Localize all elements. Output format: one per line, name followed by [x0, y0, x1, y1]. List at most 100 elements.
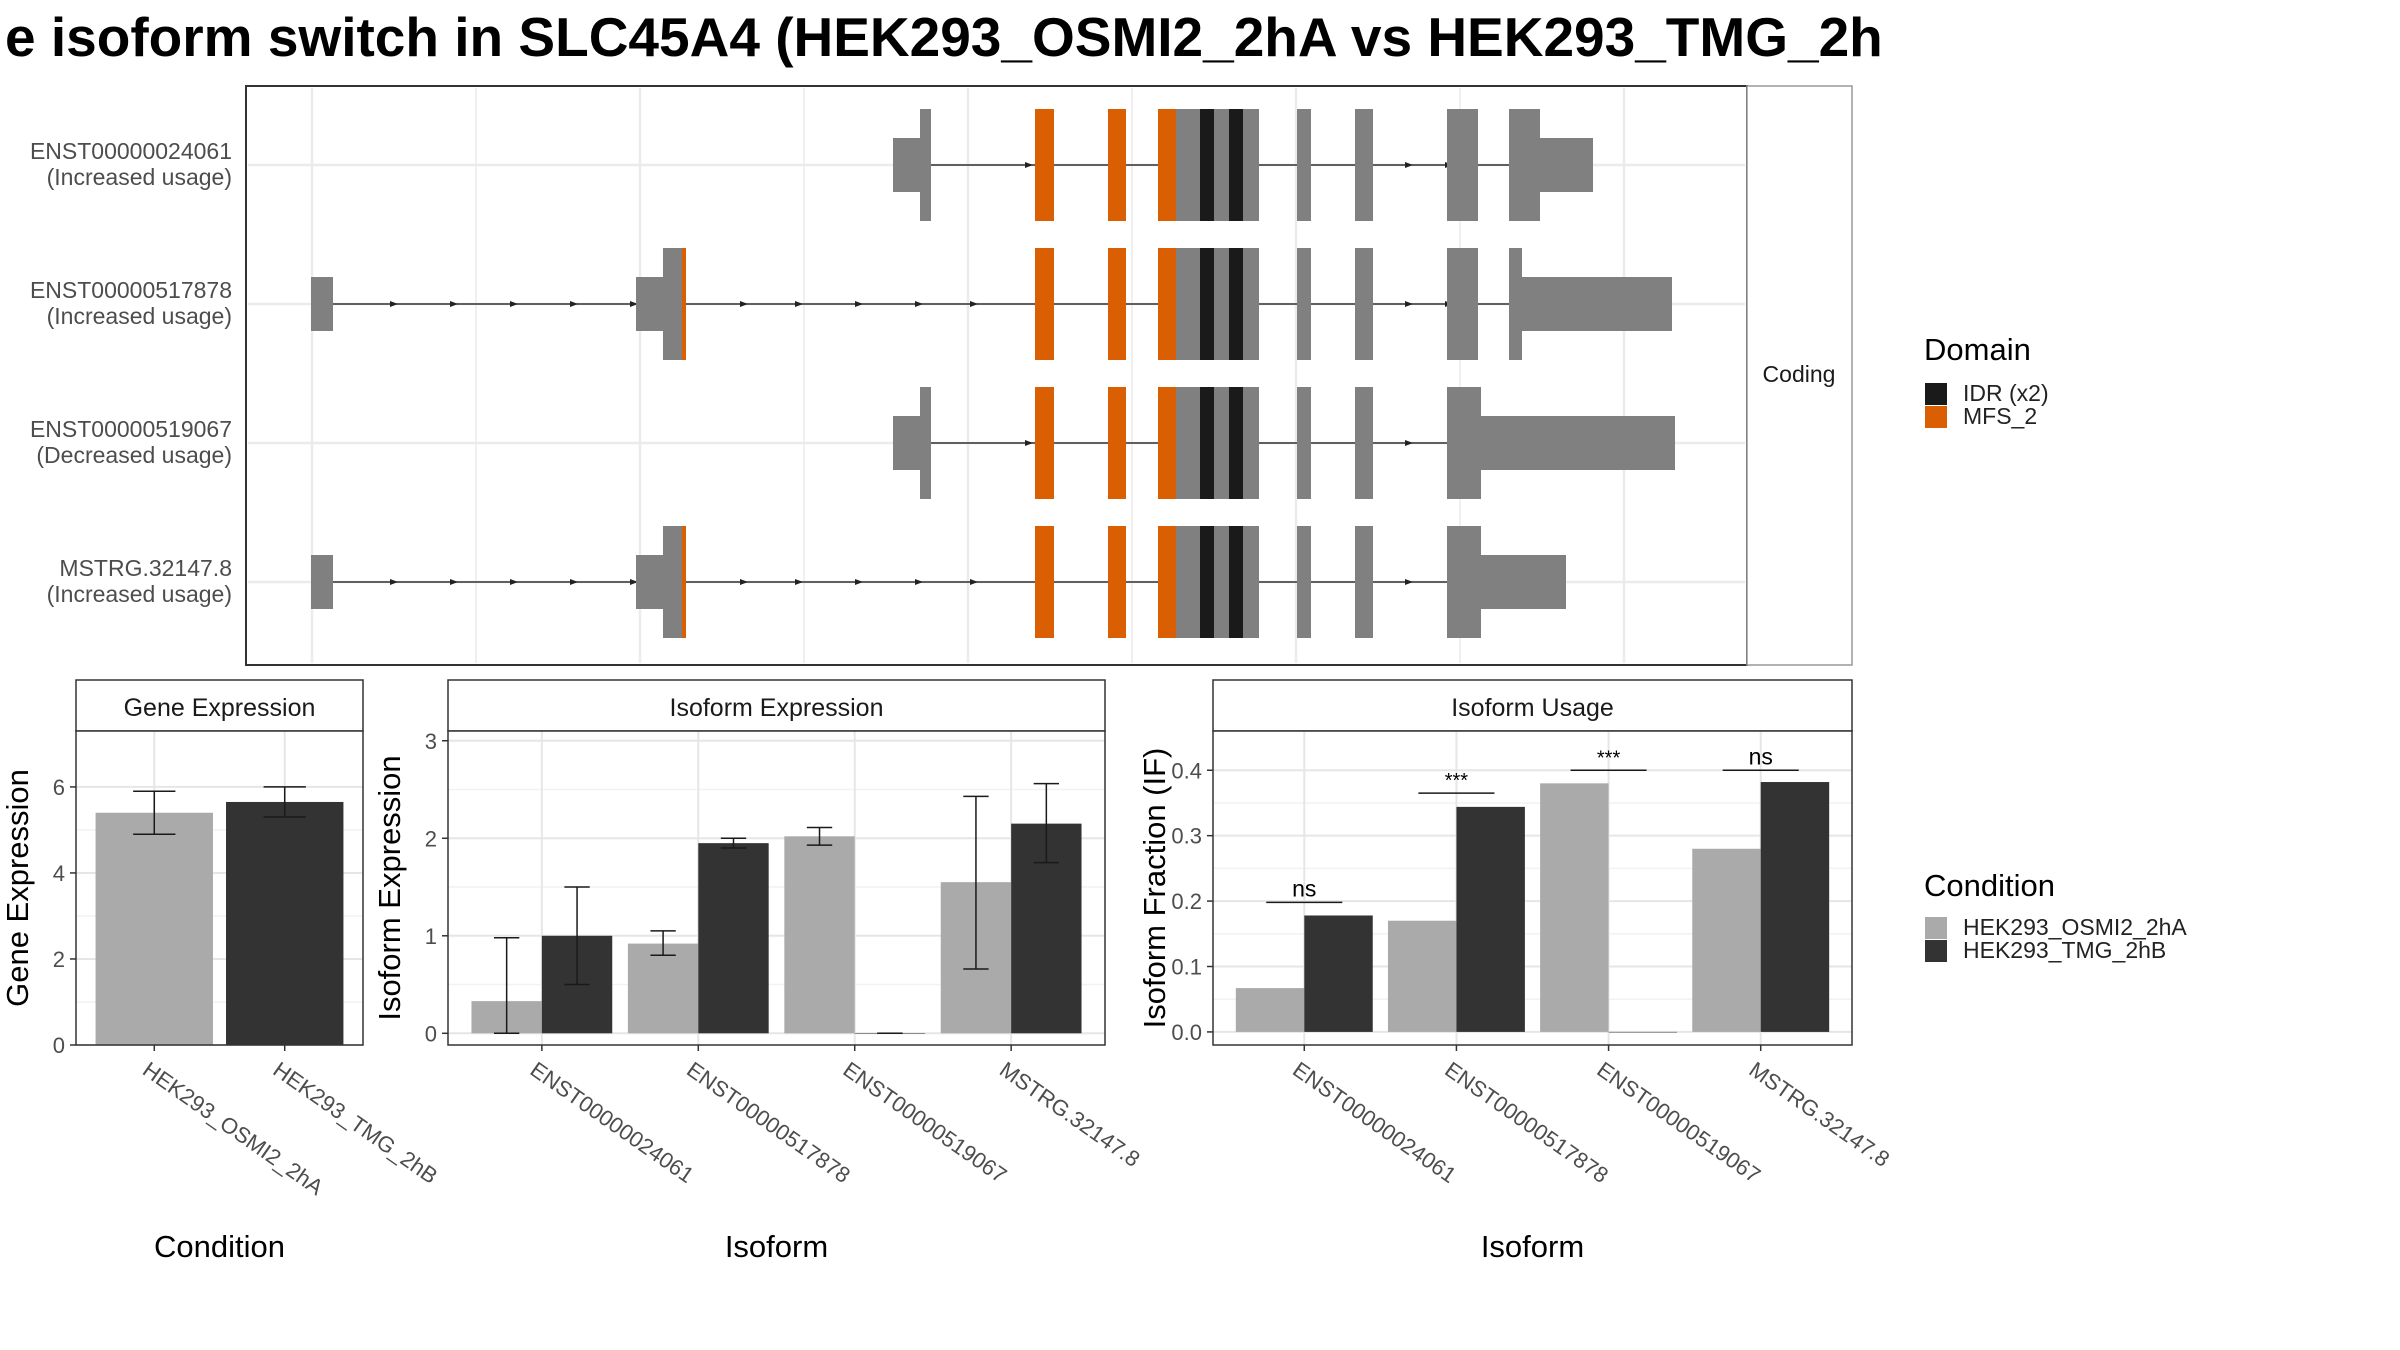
significance-label: ns — [1749, 743, 1773, 769]
intron-direction-arrow — [915, 301, 923, 307]
intron-direction-arrow — [510, 579, 518, 585]
idr-domain-exon — [1229, 526, 1243, 638]
utr-exon — [893, 416, 920, 470]
bar — [1692, 848, 1761, 1032]
idr-domain-exon — [1200, 526, 1214, 638]
intron-direction-arrow — [450, 301, 458, 307]
mfs-domain-exon — [1108, 387, 1126, 499]
coding-exon — [1509, 248, 1522, 360]
x-tick-label: ENST00000517878 — [1440, 1057, 1613, 1188]
x-tick-label: ENST00000519067 — [1593, 1057, 1766, 1188]
intron-direction-arrow — [1405, 301, 1413, 307]
plot-border — [447, 730, 1106, 1046]
bar — [1760, 782, 1830, 1032]
coding-exon — [1243, 387, 1259, 499]
coding-exon — [1243, 248, 1259, 360]
error-bar — [963, 795, 989, 970]
facet-label-coding: Coding — [1763, 361, 1836, 387]
x-axis-title: Isoform — [725, 1229, 828, 1264]
y-tick-label: 0.4 — [1171, 758, 1202, 783]
x-tick-label: ENST00000517878 — [682, 1057, 855, 1188]
error-bar — [650, 930, 676, 957]
coding-exon — [1214, 387, 1229, 499]
intron-direction-arrow — [970, 579, 978, 585]
bar — [1304, 915, 1373, 1032]
mfs-domain-exon — [1108, 109, 1126, 221]
mfs-domain-exon — [682, 526, 686, 638]
coding-exon — [1176, 248, 1200, 360]
coding-exon — [1355, 109, 1373, 221]
condition-legend: Condition HEK293_OSMI2_2hA HEK293_TMG_2h… — [1924, 868, 2187, 963]
coding-exon — [1447, 387, 1481, 499]
facet-strip-coding — [1746, 85, 1853, 666]
panel-title-strip — [75, 679, 364, 732]
mfs-domain-exon — [1108, 526, 1126, 638]
idr-domain-exon — [1229, 248, 1243, 360]
legend-label-idr: IDR (x2) — [1963, 380, 2049, 406]
mfs-domain-exon — [1158, 387, 1176, 499]
coding-exon — [1214, 248, 1229, 360]
mfs-domain-exon — [1035, 526, 1054, 638]
x-tick-label: MSTRG.32147.8 — [995, 1057, 1145, 1172]
idr-domain-exon — [1200, 387, 1214, 499]
isoform-label-status: (Decreased usage) — [36, 442, 232, 468]
error-bar — [720, 837, 747, 849]
y-tick-label: 0.1 — [1171, 955, 1202, 980]
coding-exon — [1214, 526, 1229, 638]
coding-exon — [920, 109, 931, 221]
y-tick-label: 2 — [425, 826, 437, 851]
x-tick-label: ENST00000024061 — [1288, 1057, 1461, 1188]
utr-exon — [636, 555, 663, 609]
utr-exon — [1481, 555, 1566, 609]
idr-domain-exon — [1229, 109, 1243, 221]
error-bar — [1033, 782, 1060, 864]
utr-exon — [1522, 277, 1672, 331]
y-tick-label: 0.2 — [1171, 889, 1202, 914]
bar — [698, 843, 769, 1034]
utr-exon — [311, 277, 333, 331]
x-axis-title: Condition — [154, 1229, 285, 1264]
y-axis-title: Isoform Expression — [372, 755, 407, 1020]
y-tick-label: 0.3 — [1171, 824, 1202, 849]
y-tick-label: 4 — [53, 861, 65, 886]
bar — [1456, 806, 1525, 1032]
intron-direction-arrow — [1405, 440, 1413, 446]
error-bar — [806, 826, 833, 846]
isoform-usage-chart: Isoform Usage ns *** *** ns 0.0 0.1 0.2 0.3 0.4 EN… — [1137, 679, 1894, 1264]
intron-direction-arrow — [630, 301, 638, 307]
domain-legend-title: Domain — [1924, 332, 2031, 367]
mfs-domain-exon — [682, 248, 686, 360]
intron-direction-arrow — [390, 579, 398, 585]
bar — [784, 836, 855, 1034]
mfs-domain-exon — [1108, 248, 1126, 360]
coding-exon — [1447, 526, 1481, 638]
bar — [1387, 920, 1457, 1032]
isoform-track — [311, 526, 1566, 638]
structure-tracks — [311, 109, 1675, 638]
legend-swatch-cond-a — [1925, 917, 1947, 939]
x-axis-title: Isoform — [1481, 1229, 1584, 1264]
idr-domain-exon — [1200, 109, 1214, 221]
legend-label-mfs: MFS_2 — [1963, 403, 2037, 429]
coding-exon — [1355, 248, 1373, 360]
coding-exon — [1447, 109, 1478, 221]
coding-exon — [920, 387, 931, 499]
intron-direction-arrow — [1025, 162, 1033, 168]
coding-exon — [1297, 248, 1311, 360]
error-bar — [564, 886, 590, 986]
isoform-expression-chart: Isoform Expression0123ENST00000024061ENS… — [372, 679, 1145, 1264]
y-axis-title: Gene Expression — [0, 769, 35, 1007]
legend-label-cond-b: HEK293_TMG_2hB — [1963, 937, 2166, 963]
plot-border — [75, 730, 364, 1046]
coding-exon — [1297, 526, 1311, 638]
mfs-domain-exon — [1158, 248, 1176, 360]
coding-exon — [1355, 526, 1373, 638]
structure-isoform-labels: ENST00000024061(Increased usage)ENST0000… — [30, 138, 232, 607]
intron-direction-arrow — [1405, 579, 1413, 585]
utr-exon — [1540, 138, 1593, 192]
intron-direction-arrow — [970, 301, 978, 307]
coding-exon — [1214, 109, 1229, 221]
bar — [1540, 783, 1609, 1032]
coding-exon — [1509, 109, 1540, 221]
